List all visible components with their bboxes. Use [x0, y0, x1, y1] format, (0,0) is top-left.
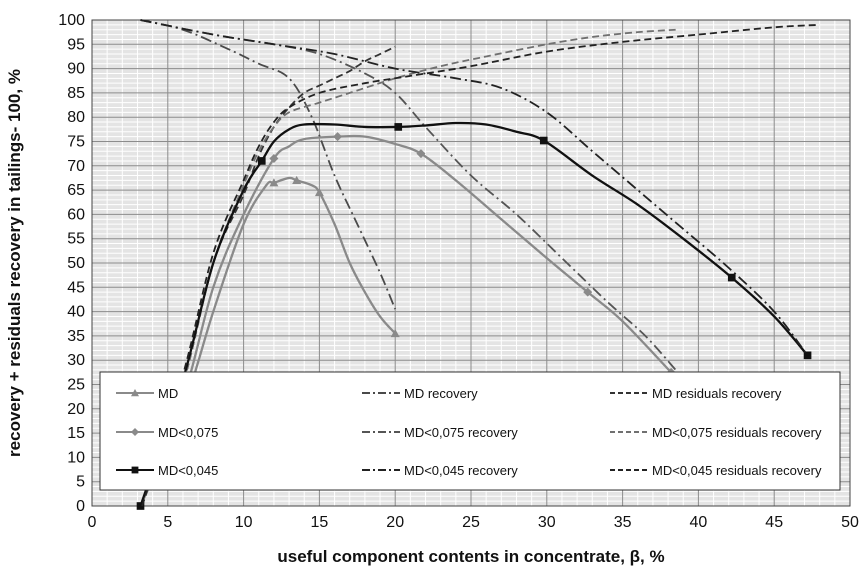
series-md	[139, 175, 400, 507]
legend-label: MD<0,075 recovery	[404, 425, 518, 440]
series-marker	[257, 157, 266, 165]
series-layer	[136, 19, 820, 510]
y-tick-label: 100	[58, 12, 85, 29]
x-tick-label: 30	[538, 514, 556, 531]
legend-label: MD<0,045	[158, 463, 218, 478]
y-tick-label: 25	[67, 377, 85, 394]
legend-label: MD<0,075 residuals recovery	[652, 425, 822, 440]
x-tick-label: 20	[386, 514, 404, 531]
x-tick-label: 40	[690, 514, 708, 531]
series-line	[139, 176, 397, 507]
series-line	[139, 134, 672, 507]
y-tick-label: 70	[67, 158, 85, 175]
y-tick-label: 0	[76, 498, 85, 515]
legend-item: MD<0,045 residuals recovery	[610, 463, 822, 478]
legend: MD MD recovery MD residuals recovery MD<0,0…	[99, 371, 841, 491]
series-line	[140, 19, 397, 310]
x-tick-label: 15	[311, 514, 329, 531]
legend-item: MD<0,075 residuals recovery	[610, 425, 822, 440]
legend-marker	[131, 466, 139, 474]
series-marker	[803, 351, 812, 360]
legend-item: MD<0,045 recovery	[362, 463, 518, 478]
x-tick-label: 25	[462, 514, 480, 531]
y-tick-label: 45	[67, 279, 85, 296]
x-tick-label: 50	[841, 514, 859, 531]
y-tick-label: 55	[67, 231, 85, 248]
y-tick-label: 30	[67, 352, 85, 369]
series-md-0-075-residuals-recovery	[141, 28, 676, 507]
legend-item: MD<0,075 recovery	[362, 425, 518, 440]
series-md-0-045-recovery	[140, 19, 809, 356]
legend-label: MD residuals recovery	[652, 386, 782, 401]
y-tick-label: 5	[76, 474, 85, 491]
x-tick-label: 45	[765, 514, 783, 531]
y-tick-label: 80	[67, 109, 85, 126]
x-tick-label: 35	[614, 514, 632, 531]
series-md-0-075	[139, 132, 676, 507]
y-tick-label: 15	[67, 425, 85, 442]
y-axis-title: recovery + residuals recovery in tailing…	[5, 69, 24, 457]
y-tick-label: 60	[67, 206, 85, 223]
legend-label: MD<0,045 recovery	[404, 463, 518, 478]
y-tick-label: 40	[67, 304, 85, 321]
series-line	[140, 19, 809, 356]
y-tick-label: 65	[67, 182, 85, 199]
series-marker	[583, 287, 593, 297]
y-tick-label: 20	[67, 401, 85, 418]
x-tick-label: 0	[88, 514, 97, 531]
legend-item: MD recovery	[362, 386, 478, 401]
legend-box	[99, 371, 841, 491]
tick-labels: 0 5 10 15 20 25 30 35 40 45 50 0 5 10 15 20 25 30 35 40 45 50…	[58, 12, 859, 531]
y-tick-label: 85	[67, 85, 85, 102]
y-tick-label: 95	[67, 36, 85, 53]
series-marker	[333, 132, 343, 142]
y-tick-label: 75	[67, 134, 85, 151]
plot-border	[91, 19, 851, 507]
series-marker	[390, 328, 400, 338]
series-line	[141, 28, 676, 507]
legend-label: MD recovery	[404, 386, 478, 401]
legend-item: MD<0,045	[116, 463, 218, 478]
legend-marker	[131, 389, 139, 397]
legend-label: MD<0,075	[158, 425, 218, 440]
y-tick-label: 10	[67, 449, 85, 466]
series-md-recovery	[140, 19, 397, 310]
legend-item: MD<0,075	[116, 425, 218, 440]
legend-label: MD<0,045 residuals recovery	[652, 463, 822, 478]
series-md-residuals-recovery	[141, 45, 396, 507]
y-tick-label: 35	[67, 328, 85, 345]
series-marker	[727, 273, 736, 282]
series-marker	[292, 175, 302, 184]
y-tick-label: 90	[67, 61, 85, 78]
series-line	[141, 45, 396, 507]
legend-item: MD residuals recovery	[610, 386, 782, 401]
series-marker	[394, 123, 403, 131]
y-tick-label: 50	[67, 255, 85, 272]
series-marker	[269, 178, 279, 187]
legend-label: MD	[158, 386, 178, 401]
legend-marker	[131, 428, 139, 436]
x-tick-label: 10	[235, 514, 253, 531]
legend-item: MD	[116, 386, 178, 401]
series-marker	[136, 502, 145, 510]
series-marker	[539, 136, 548, 145]
series-md-0-045	[136, 121, 812, 510]
series-marker	[416, 149, 426, 159]
series-marker	[269, 154, 279, 164]
x-axis-title: useful component contents in concentrate…	[277, 547, 664, 566]
series-marker	[314, 188, 324, 197]
x-tick-label: 5	[163, 514, 172, 531]
